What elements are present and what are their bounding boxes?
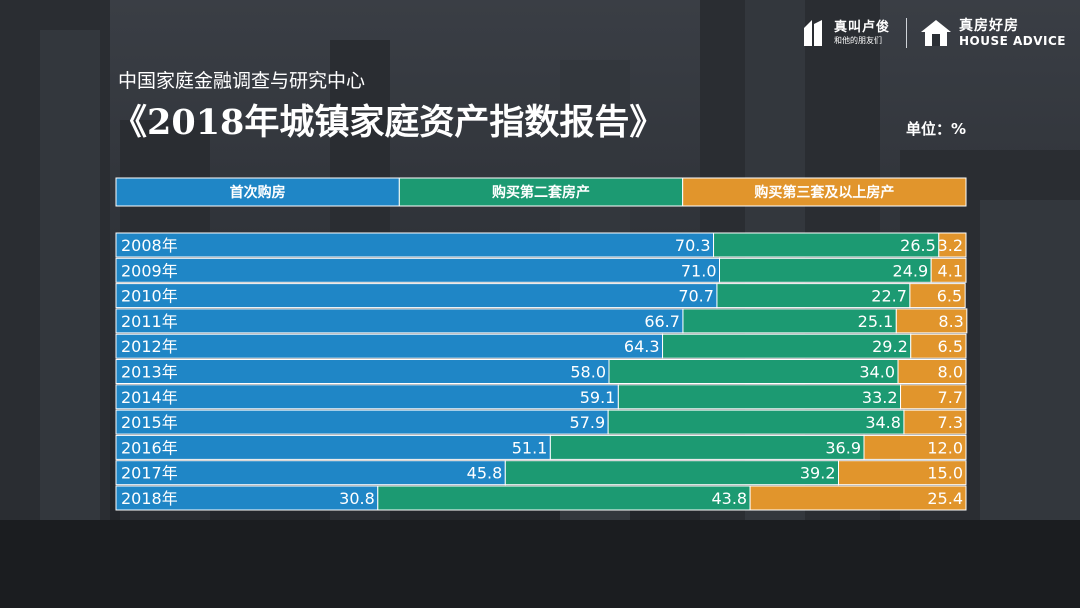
value-label-3-6: 8.0 [938, 363, 963, 382]
bar-1-1 [115, 232, 715, 258]
bar-2-5 [662, 333, 912, 359]
bar-2-1 [713, 232, 940, 258]
brand2-english-name: HOUSE ADVICE [958, 34, 1066, 48]
brand1-tagline: 和他的朋友们 [833, 36, 882, 45]
year-label-3: 2010年 [121, 287, 178, 306]
value-label-1-5: 64.3 [624, 337, 660, 356]
year-label-11: 2018年 [121, 489, 178, 508]
unit-label: 单位：% [905, 120, 966, 138]
year-label-1: 2008年 [121, 236, 178, 255]
brand2-logo: 真房好房 HOUSE ADVICE [919, 18, 1066, 48]
value-label-2-9: 36.9 [825, 438, 861, 457]
value-label-3-10: 15.0 [927, 464, 963, 483]
value-label-3-3: 6.5 [937, 287, 962, 306]
value-label-1-7: 59.1 [580, 388, 616, 407]
year-label-4: 2011年 [121, 312, 178, 331]
legend-label-2: 购买第二套房产 [492, 184, 590, 201]
bar-3-4 [895, 308, 968, 334]
value-label-3-4: 8.3 [938, 312, 963, 331]
bar-3-5 [910, 333, 967, 359]
brand1-mark-icon [803, 20, 822, 46]
year-label-2: 2009年 [121, 261, 178, 280]
value-label-3-7: 7.7 [938, 388, 963, 407]
value-label-1-6: 58.0 [570, 363, 606, 382]
bar-3-1 [938, 232, 967, 258]
value-label-3-5: 6.5 [938, 337, 963, 356]
bar-1-5 [115, 333, 664, 359]
legend-label-1: 首次购房 [230, 184, 286, 201]
logo-area: 真叫卢俊 和他的朋友们 真房好房 HOUSE ADVICE [802, 18, 1066, 48]
bar-1-2 [115, 257, 720, 283]
value-label-2-10: 39.2 [800, 464, 836, 483]
legend-swatch-1 [115, 177, 400, 207]
bar-2-8 [607, 409, 905, 435]
bar-3-2 [930, 257, 967, 283]
value-label-2-11: 43.8 [711, 489, 747, 508]
value-label-2-6: 34.0 [859, 363, 895, 382]
brand2-name: 真房好房 [958, 18, 1019, 34]
bar-2-10 [504, 460, 839, 486]
value-label-3-9: 12.0 [927, 438, 963, 457]
value-label-1-9: 51.1 [512, 438, 548, 457]
bar-3-10 [838, 460, 967, 486]
legend-swatch-3 [682, 177, 967, 207]
value-label-1-3: 70.7 [678, 287, 714, 306]
bar-3-7 [900, 384, 967, 410]
value-label-2-3: 22.7 [871, 287, 907, 306]
bar-1-7 [115, 384, 619, 410]
bar-3-9 [863, 434, 967, 460]
bar-3-3 [909, 283, 966, 309]
bar-3-6 [897, 359, 967, 384]
value-label-3-8: 7.3 [938, 413, 963, 432]
bar-1-10 [115, 460, 506, 486]
legend-label-3: 购买第三套及以上房产 [754, 184, 894, 201]
bar-3-11 [749, 485, 967, 511]
report-source: 中国家庭金融调查与研究中心 [118, 70, 366, 92]
value-label-2-7: 33.2 [862, 388, 898, 407]
year-label-7: 2014年 [121, 388, 178, 407]
value-label-1-11: 30.8 [339, 489, 375, 508]
value-label-1-2: 71.0 [681, 261, 717, 280]
year-label-8: 2015年 [121, 413, 178, 432]
value-label-2-5: 29.2 [872, 337, 908, 356]
year-label-5: 2012年 [121, 337, 178, 356]
bar-1-4 [115, 308, 684, 334]
bar-1-6 [115, 359, 610, 384]
value-label-2-2: 24.9 [893, 261, 929, 280]
bar-1-9 [115, 434, 551, 460]
value-label-3-1: 3.2 [938, 236, 963, 255]
value-label-1-10: 45.8 [467, 464, 503, 483]
value-label-3-2: 4.1 [938, 261, 963, 280]
bar-2-2 [719, 257, 932, 283]
bar-3-8 [903, 409, 967, 435]
value-label-1-4: 66.7 [644, 312, 680, 331]
bar-1-8 [115, 409, 609, 435]
bar-2-11 [377, 485, 751, 511]
logo-divider [905, 18, 907, 48]
brand1-logo: 真叫卢俊 和他的朋友们 [802, 18, 890, 48]
year-label-10: 2017年 [121, 464, 178, 483]
house-icon [920, 20, 951, 46]
report-title: 《2018年城镇家庭资产指数报告》 [112, 102, 665, 143]
value-label-2-1: 26.5 [900, 236, 936, 255]
bar-1-3 [115, 283, 718, 309]
brand1-name: 真叫卢俊 [833, 20, 890, 35]
value-label-2-4: 25.1 [858, 312, 894, 331]
value-label-3-11: 25.4 [927, 489, 963, 508]
value-label-1-8: 57.9 [570, 413, 606, 432]
year-label-9: 2016年 [121, 438, 178, 457]
bar-1-11 [115, 485, 379, 511]
year-label-6: 2013年 [121, 363, 178, 382]
bar-2-6 [608, 359, 899, 384]
bar-2-9 [549, 434, 865, 460]
bar-2-7 [617, 384, 902, 410]
bar-2-4 [682, 308, 897, 334]
value-label-1-1: 70.3 [675, 236, 711, 255]
value-label-2-8: 34.8 [865, 413, 901, 432]
